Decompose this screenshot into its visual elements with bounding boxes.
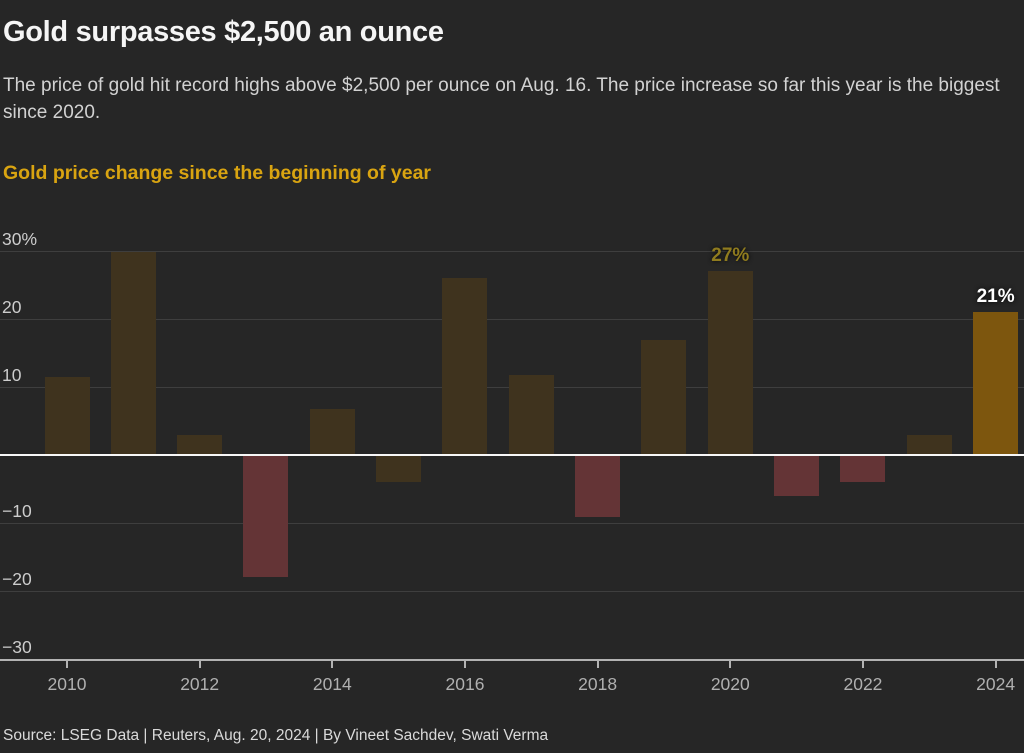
x-axis-tick-2010: [66, 661, 68, 668]
y-axis-label--20: −20: [2, 569, 32, 589]
gridline: [0, 319, 1024, 320]
source-credit: Source: LSEG Data | Reuters, Aug. 20, 20…: [3, 727, 549, 744]
x-axis-tick-2020: [729, 661, 732, 668]
x-axis-tick-2016: [463, 661, 466, 668]
bar-2017: [508, 374, 554, 455]
gridline: [0, 591, 1024, 592]
gridline: [0, 251, 1024, 252]
x-axis-label-2022: 2022: [843, 674, 883, 694]
x-axis-label-2016: 2016: [445, 674, 485, 694]
bar-2010: [44, 376, 90, 455]
bar-2022: [840, 455, 886, 483]
bar-2013: [243, 455, 289, 578]
bar-2018: [575, 455, 621, 517]
x-axis-tick-2018: [596, 661, 599, 668]
bar-value-label-2024: 21%: [976, 286, 1015, 308]
bar-2016: [442, 278, 488, 455]
bar-2012: [177, 435, 223, 455]
x-axis-tick-2024: [994, 661, 997, 668]
headline: Gold surpasses $2,500 an ounce: [3, 16, 444, 48]
x-axis-label-2012: 2012: [180, 674, 220, 694]
zero-baseline: [0, 454, 1024, 456]
bar-2021: [774, 455, 820, 496]
bar-2020: [707, 271, 753, 455]
subtitle: The price of gold hit record highs above…: [3, 75, 1000, 123]
x-axis-line: [0, 659, 1024, 661]
y-axis-label-20: 20: [2, 297, 22, 317]
x-axis-label-2020: 2020: [710, 674, 750, 694]
x-axis-tick-2022: [861, 661, 864, 668]
bar-2023: [906, 434, 952, 455]
chart-title: Gold price change since the beginning of…: [3, 162, 432, 184]
bar-value-label-2020: 27%: [711, 245, 750, 267]
y-axis-label-10: 10: [2, 365, 22, 385]
y-axis-label--10: −10: [2, 501, 32, 521]
x-axis-label-2014: 2014: [312, 674, 352, 694]
y-axis-label--30: −30: [2, 637, 32, 657]
bar-2011: [110, 252, 156, 455]
x-axis-label-2010: 2010: [47, 674, 87, 694]
x-axis-label-2024: 2024: [976, 674, 1016, 694]
gridline: [0, 523, 1024, 524]
x-axis-label-2018: 2018: [578, 674, 618, 694]
bar-2019: [641, 340, 687, 455]
x-axis-tick-2014: [331, 661, 334, 668]
bar-2024: [973, 312, 1019, 455]
bar-2015: [376, 455, 422, 483]
bar-2014: [309, 408, 355, 455]
y-axis-label-30: 30%: [2, 229, 38, 249]
bar-chart: 30% 20 10 −10 −20 −30 2010 2012 2014 2016 2018 2020…: [0, 225, 1024, 705]
x-axis-tick-2012: [198, 661, 201, 668]
